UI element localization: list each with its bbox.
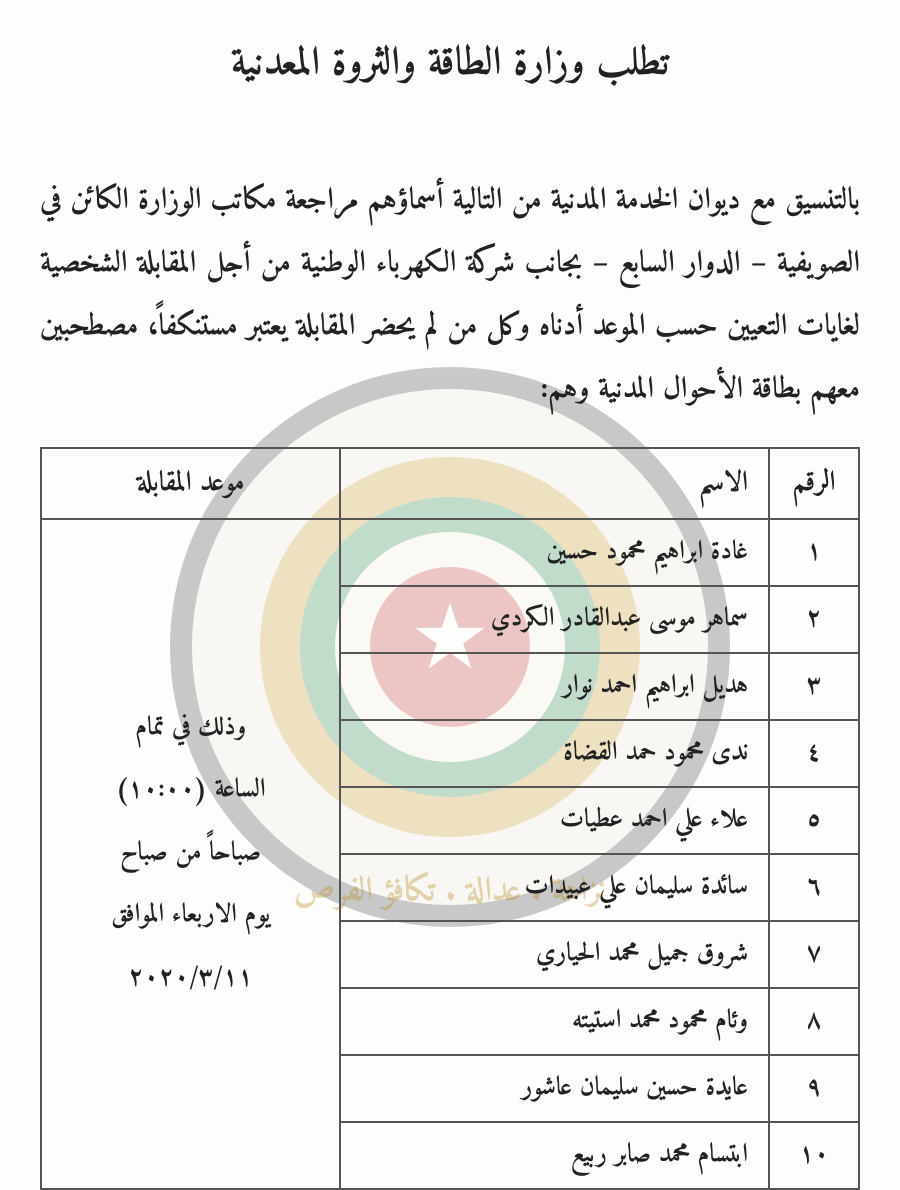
cell-number: ٣	[769, 653, 859, 720]
cell-number: ٧	[769, 921, 859, 988]
cell-name: سماهر موسى عبدالقادر الكردي	[340, 586, 769, 653]
cell-schedule: وذلك في تمامالساعة (١٠:٠٠)صباحاً من صباح…	[41, 519, 340, 1189]
schedule-line: صباحاً من صباح	[56, 823, 325, 885]
cell-name: ابتسام محمد صابر ربيع	[340, 1122, 769, 1189]
cell-number: ٤	[769, 720, 859, 787]
cell-name: سائدة سليمان علي عبيدات	[340, 854, 769, 921]
cell-name: ندى محمود حمد القضاة	[340, 720, 769, 787]
schedule-line: وذلك في تمام	[56, 698, 325, 760]
cell-number: ٢	[769, 586, 859, 653]
cell-name: هديل ابراهيم احمد نوار	[340, 653, 769, 720]
col-header-time: موعد المقابلة	[41, 448, 340, 519]
schedule-line: ٢٠٢٠/٣/١١	[56, 948, 325, 1010]
cell-name: عايدة حسين سليمان عاشور	[340, 1055, 769, 1122]
cell-name: غادة ابراهيم محمود حسين	[340, 519, 769, 586]
candidates-table: الرقم الاسم موعد المقابلة ١غادة ابراهيم …	[40, 447, 860, 1190]
schedule-line: يوم الاربعاء الموافق	[56, 885, 325, 947]
cell-name: شروق جميل محمد الحياري	[340, 921, 769, 988]
schedule-line: الساعة (١٠:٠٠)	[56, 760, 325, 822]
cell-name: علاء علي احمد عطيات	[340, 787, 769, 854]
page-title: تطلب وزارة الطاقة والثروة المعدنية	[40, 30, 860, 100]
cell-number: ٩	[769, 1055, 859, 1122]
table-row: ١غادة ابراهيم محمود حسينوذلك في تمامالسا…	[41, 519, 859, 586]
cell-number: ٦	[769, 854, 859, 921]
cell-number: ١	[769, 519, 859, 586]
cell-number: ٨	[769, 988, 859, 1055]
cell-number: ١٠	[769, 1122, 859, 1189]
col-header-name: الاسم	[340, 448, 769, 519]
announcement-body: بالتنسيق مع ديوان الخدمة المدنية من التا…	[40, 170, 860, 422]
cell-number: ٥	[769, 787, 859, 854]
col-header-number: الرقم	[769, 448, 859, 519]
table-header-row: الرقم الاسم موعد المقابلة	[41, 448, 859, 519]
cell-name: وئام محمود محمد استيته	[340, 988, 769, 1055]
